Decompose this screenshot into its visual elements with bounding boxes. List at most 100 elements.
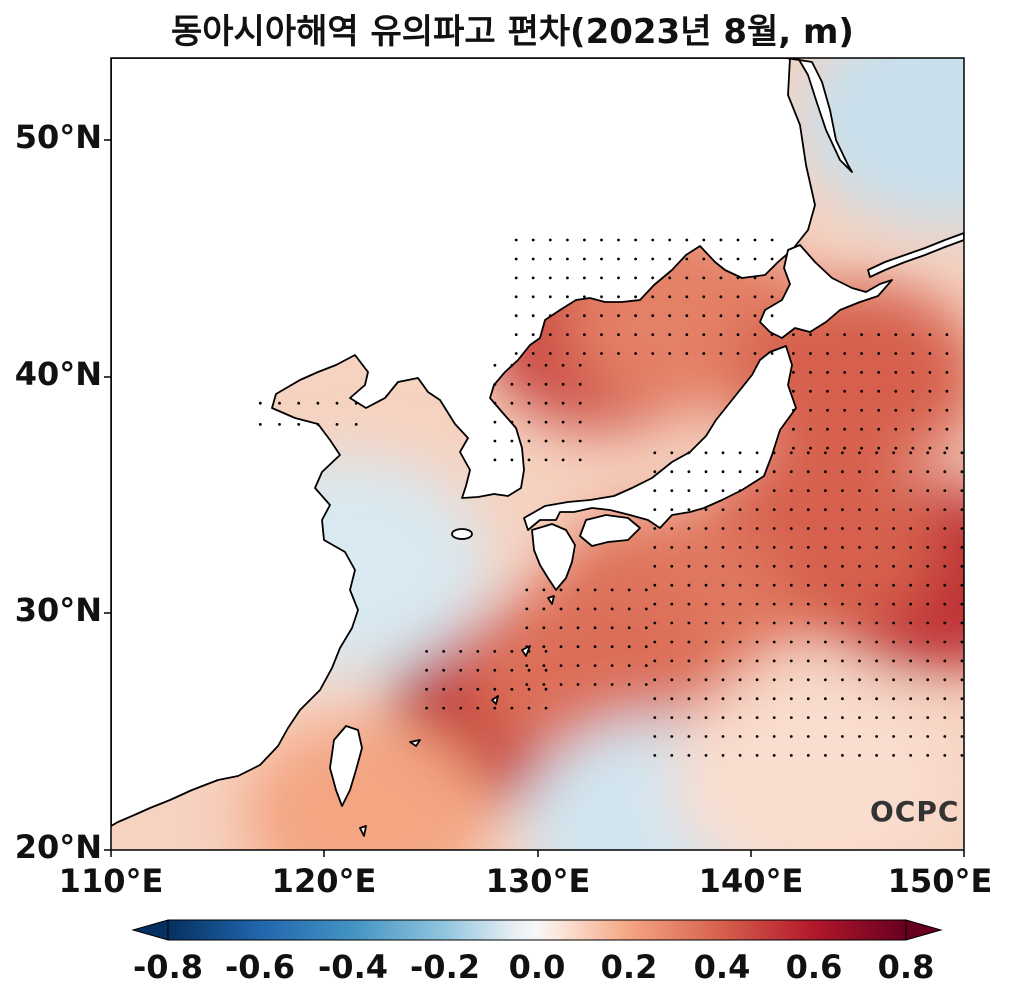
stipple-dot xyxy=(578,439,582,443)
stipple-dot xyxy=(687,716,691,719)
stipple-dot xyxy=(685,257,689,261)
stipple-dot xyxy=(894,389,898,393)
stipple-dot xyxy=(544,687,548,691)
stipple-dot xyxy=(875,564,878,568)
stipple-dot xyxy=(860,427,863,431)
stipple-dot xyxy=(841,583,844,587)
stipple-dot xyxy=(670,527,674,530)
stipple-dot xyxy=(943,470,947,474)
stipple-dot xyxy=(753,352,757,355)
stipple-dot xyxy=(943,678,947,682)
stipple-dot xyxy=(685,352,689,355)
stipple-dot xyxy=(610,664,614,667)
stipple-dot xyxy=(685,295,689,299)
stipple-dot xyxy=(627,607,631,611)
stipple-dot xyxy=(858,527,861,530)
stipple-dot xyxy=(755,716,759,719)
stipple-dot xyxy=(600,276,603,280)
stipple-dot xyxy=(738,451,742,455)
stipple-dot xyxy=(806,697,810,701)
stipple-dot xyxy=(544,668,548,672)
stipple-dot xyxy=(960,735,964,738)
stipple-dot xyxy=(806,470,810,474)
stipple-dot xyxy=(510,401,514,405)
colorbar xyxy=(131,919,943,941)
stipple-dot xyxy=(789,697,793,701)
stipple-dot xyxy=(634,352,637,355)
stipple-dot xyxy=(909,621,913,625)
stipple-dot xyxy=(670,735,674,738)
stipple-dot xyxy=(544,363,548,367)
stipple-dot xyxy=(755,735,759,738)
stipple-dot xyxy=(651,314,655,318)
stipple-dot xyxy=(841,716,844,719)
stipple-dot xyxy=(566,276,569,280)
stipple-dot xyxy=(738,546,742,549)
stipple-dot xyxy=(926,451,930,455)
stipple-dot xyxy=(792,446,795,450)
stipple-dot xyxy=(510,668,514,672)
stipple-dot xyxy=(687,621,691,625)
stipple-dot xyxy=(943,546,947,549)
stipple-dot xyxy=(544,420,548,424)
stipple-dot xyxy=(738,508,742,511)
stipple-dot xyxy=(789,508,793,511)
stipple-dot xyxy=(875,583,878,587)
stipple-dot xyxy=(719,295,723,299)
stipple-dot xyxy=(875,754,878,757)
stipple-dot xyxy=(945,333,949,336)
colorbar-tick-neg-0-6: -0.6 xyxy=(225,948,295,986)
stipple-dot xyxy=(858,583,861,587)
stipple-dot xyxy=(772,470,776,474)
stipple-dot xyxy=(561,420,565,424)
stipple-dot xyxy=(548,257,552,261)
hokkaido-island xyxy=(759,244,893,339)
stipple-dot xyxy=(770,295,774,299)
stipple-dot xyxy=(493,458,497,462)
stipple-dot xyxy=(926,678,930,682)
stipple-dot xyxy=(721,697,725,701)
stipple-dot xyxy=(755,640,759,644)
stipple-dot xyxy=(928,352,932,355)
stipple-dot xyxy=(911,371,915,374)
stipple-dot xyxy=(909,489,913,492)
stipple-dot xyxy=(877,427,881,431)
stipple-dot xyxy=(909,451,913,455)
stipple-dot xyxy=(858,546,861,549)
stipple-dot xyxy=(687,678,691,682)
ryukyu-a xyxy=(491,695,499,705)
stipple-dot xyxy=(559,645,563,649)
colorbar-tick-0-0: 0.0 xyxy=(508,948,566,986)
stipple-dot xyxy=(945,371,949,374)
stipple-dot xyxy=(926,527,930,530)
stipple-dot xyxy=(738,697,742,701)
stipple-dot xyxy=(653,697,657,701)
stipple-dot xyxy=(858,697,861,701)
stipple-dot xyxy=(593,626,597,630)
stipple-dot xyxy=(566,314,569,318)
stipple-dot xyxy=(772,546,776,549)
stipple-dot xyxy=(670,489,674,492)
stipple-dot xyxy=(753,257,757,261)
stipple-dot xyxy=(600,257,603,261)
stipple-dot xyxy=(514,257,518,261)
stipple-dot xyxy=(531,314,535,318)
stipple-dot xyxy=(548,333,552,336)
stipple-dot xyxy=(719,238,723,242)
stipple-dot xyxy=(926,470,930,474)
stipple-dot xyxy=(809,371,812,374)
stipple-dot xyxy=(909,735,913,738)
stipple-dot xyxy=(704,489,708,492)
stipple-dot xyxy=(841,735,844,738)
stipple-dot xyxy=(653,621,657,625)
stipple-dot xyxy=(527,706,531,710)
taiwan-island xyxy=(329,725,363,807)
stipple-dot xyxy=(875,489,878,492)
land-coastline xyxy=(111,58,964,837)
stipple-dot xyxy=(544,458,548,462)
stipple-dot xyxy=(670,564,674,568)
stipple-dot xyxy=(704,640,708,644)
axis-ticks xyxy=(104,139,965,857)
stipple-dot xyxy=(738,602,742,606)
